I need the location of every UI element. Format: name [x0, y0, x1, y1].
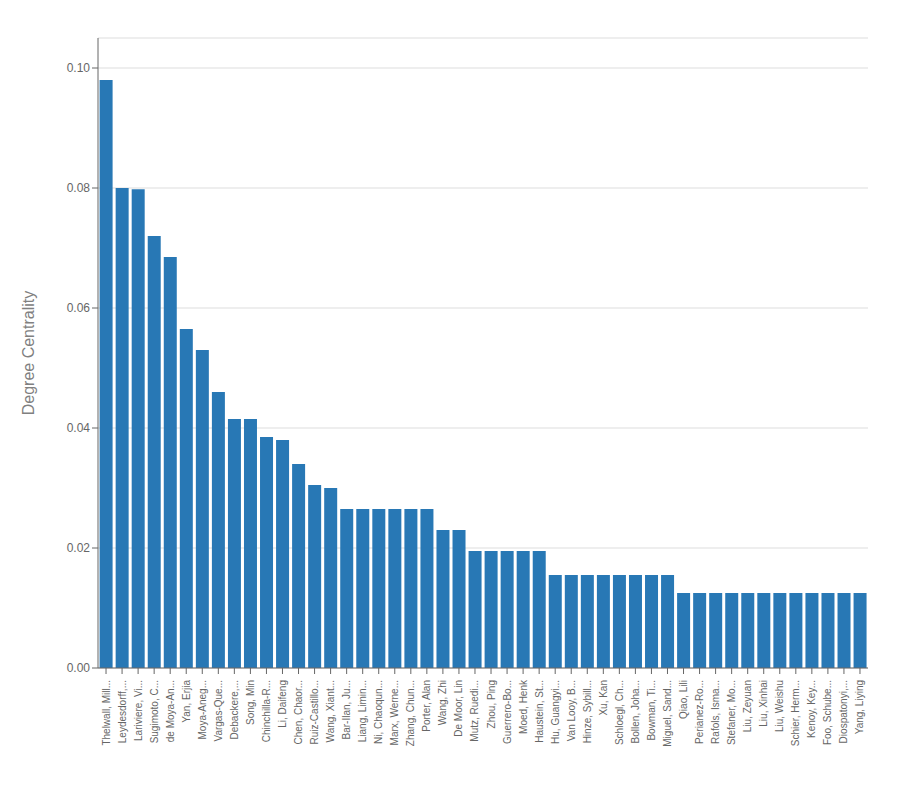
svg-text:Kenoy, Key...: Kenoy, Key... [806, 680, 817, 738]
svg-text:Miguel, Sand...: Miguel, Sand... [662, 680, 673, 747]
svg-text:Liu, Zeyuan: Liu, Zeyuan [742, 680, 753, 732]
svg-text:Schloegl, Ch...: Schloegl, Ch... [614, 680, 625, 745]
svg-text:0.08: 0.08 [67, 181, 91, 195]
svg-text:de Moya-An...: de Moya-An... [165, 680, 176, 742]
svg-text:Wang, Zhi: Wang, Zhi [437, 680, 448, 725]
svg-text:De Moor, Lin: De Moor, Lin [453, 680, 464, 737]
svg-text:Xu, Kan: Xu, Kan [598, 680, 609, 716]
svg-text:Degree Centrality: Degree Centrality [20, 291, 37, 416]
svg-text:0.00: 0.00 [67, 661, 91, 675]
svg-text:Foo, Schube...: Foo, Schube... [822, 680, 833, 745]
svg-text:Mutz, Ruedi...: Mutz, Ruedi... [469, 680, 480, 742]
svg-text:Ni, Chaoqun...: Ni, Chaoqun... [373, 680, 384, 744]
svg-text:Schier, Herm...: Schier, Herm... [790, 680, 801, 746]
svg-text:Moya-Aneg...: Moya-Aneg... [197, 680, 208, 739]
svg-text:Chinchilla-R...: Chinchilla-R... [261, 680, 272, 742]
svg-text:0.02: 0.02 [67, 541, 91, 555]
svg-text:Diospatonyi,...: Diospatonyi,... [838, 680, 849, 743]
svg-text:Haustein, St...: Haustein, St... [534, 680, 545, 743]
svg-text:0.06: 0.06 [67, 301, 91, 315]
svg-text:Zhou, Ping: Zhou, Ping [486, 680, 497, 728]
svg-text:Leydesdorff,...: Leydesdorff,... [117, 680, 128, 743]
svg-text:Bollen, Joha...: Bollen, Joha... [630, 680, 641, 743]
svg-text:Yan, Erjia: Yan, Erjia [181, 680, 192, 723]
svg-text:Chen, Chaor...: Chen, Chaor... [293, 680, 304, 744]
svg-text:0.04: 0.04 [67, 421, 91, 435]
svg-text:Stefaner, Mo...: Stefaner, Mo... [726, 680, 737, 745]
svg-text:Lariviere, Vi...: Lariviere, Vi... [133, 680, 144, 741]
svg-text:Moed, Henk: Moed, Henk [518, 679, 529, 734]
svg-text:Qiao, Lili: Qiao, Lili [678, 680, 689, 719]
svg-text:Van Looy, B...: Van Looy, B... [566, 680, 577, 741]
svg-text:Bar-Ilan, Ju...: Bar-Ilan, Ju... [341, 680, 352, 739]
svg-text:Wang, Xiant...: Wang, Xiant... [325, 680, 336, 742]
svg-text:Vargas-Que...: Vargas-Que... [213, 680, 224, 742]
svg-text:Ruiz-Castillo...: Ruiz-Castillo... [309, 680, 320, 744]
svg-text:Porter, Alan: Porter, Alan [421, 680, 432, 732]
svg-text:Yang, Liying: Yang, Liying [854, 680, 865, 734]
svg-text:Hinze, Sybill...: Hinze, Sybill... [582, 680, 593, 743]
svg-text:Zhang, Chun...: Zhang, Chun... [405, 680, 416, 746]
svg-text:Song, Min: Song, Min [245, 680, 256, 725]
svg-text:Li, Daifeng: Li, Daifeng [277, 680, 288, 728]
svg-text:Debackere,...: Debackere,... [229, 680, 240, 739]
svg-text:Thelwall, Mill...: Thelwall, Mill... [101, 680, 112, 746]
svg-text:Bowman, Ti...: Bowman, Ti... [646, 680, 657, 741]
svg-text:Perianez-Ro...: Perianez-Ro... [694, 680, 705, 744]
svg-text:Hu, Guangyi...: Hu, Guangyi... [550, 680, 561, 744]
svg-text:Guerrero-Bo...: Guerrero-Bo... [502, 680, 513, 744]
svg-text:Liang, Limin...: Liang, Limin... [357, 680, 368, 742]
svg-text:0.10: 0.10 [67, 61, 91, 75]
svg-text:Liu, Weishu: Liu, Weishu [774, 680, 785, 732]
svg-text:Sugimoto, C...: Sugimoto, C... [149, 680, 160, 743]
svg-text:Marx, Werne...: Marx, Werne... [389, 680, 400, 745]
svg-text:Rafols, Isma...: Rafols, Isma... [710, 680, 721, 744]
svg-text:Liu, Xinhai: Liu, Xinhai [758, 680, 769, 727]
